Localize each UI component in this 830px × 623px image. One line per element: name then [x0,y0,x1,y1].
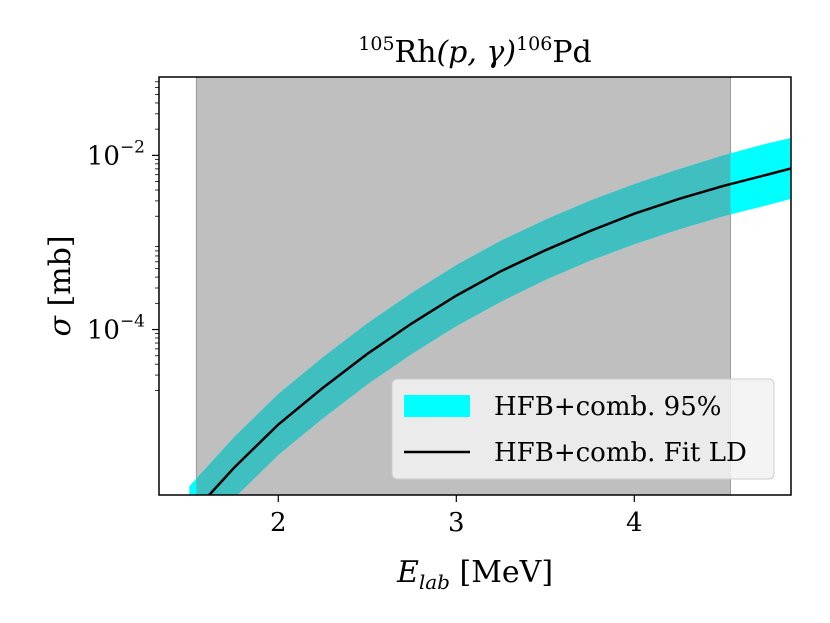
chart-title: 105Rh(p, γ)106Pd [358,33,591,70]
series-fit-ld-line [207,167,791,495]
y-axis-label: σ [mb] [43,235,78,336]
title-target: Rh [395,35,437,70]
legend: HFB+comb. 95% HFB+comb. Fit LD [391,378,775,480]
x-tick-label: 2 [270,508,287,538]
y-ticks: 10−2 10−4 [87,81,159,391]
x-ticks: 2 3 4 [270,495,643,538]
y-tick-label: 10−2 [87,137,145,171]
legend-swatch-band [404,395,470,417]
legend-frame [391,378,775,480]
y-tick-label: 10−4 [87,312,145,346]
title-product: Pd [552,35,591,70]
title-mass-b: 106 [516,33,552,55]
legend-label-band: HFB+comb. 95% [494,392,721,422]
legend-label-line: HFB+comb. Fit LD [494,438,747,468]
x-tick-label: 4 [626,508,643,538]
y-label-main: σ [43,315,78,337]
axes-frame [158,76,792,496]
x-tick-label: 3 [448,508,465,538]
y-label-unit: [mb] [43,235,78,316]
title-reaction: (p, γ) [436,35,516,70]
series-band-95-shaded [196,153,731,495]
x-axis-label: Elab [MeV] [396,555,553,594]
x-label-unit: [MeV] [450,555,553,590]
x-label-sub: lab [419,570,450,594]
title-mass-a: 105 [358,33,394,55]
x-label-main: E [396,555,419,590]
